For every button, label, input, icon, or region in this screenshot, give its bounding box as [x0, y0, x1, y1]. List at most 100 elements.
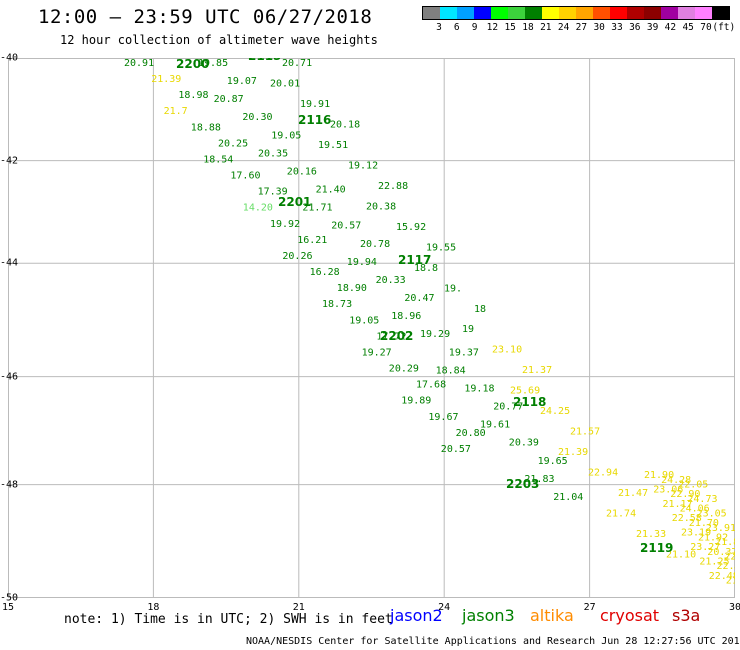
wave-height-value: 20.78: [360, 239, 390, 250]
wave-height-value: 18.54: [203, 155, 233, 166]
y-tick-label: -42: [0, 155, 19, 167]
scale-label: 70: [700, 22, 712, 33]
x-tick-label: 30: [728, 602, 740, 613]
scale-swatch: [525, 7, 542, 19]
wave-height-value: 20.57: [331, 221, 361, 232]
legend-item-jason3: jason3: [462, 606, 515, 625]
scale-label: 27: [575, 22, 588, 33]
wave-height-value: 20.39: [509, 438, 539, 449]
scale-swatch: [423, 7, 440, 19]
scale-label: (ft): [712, 22, 736, 33]
legend-item-s3a: s3a: [672, 606, 701, 625]
y-tick-label: -46: [0, 371, 19, 383]
wave-height-value: 16.21: [297, 235, 327, 246]
wave-height-value: 18.8: [414, 263, 438, 274]
wave-height-value: 19.91: [300, 99, 330, 110]
wave-height-value: 20.35: [258, 148, 288, 159]
scale-label: 12: [486, 22, 499, 33]
scale-label: 3: [436, 22, 442, 33]
scale-swatch: [508, 7, 525, 19]
wave-height-value: 22.88: [378, 181, 408, 192]
scale-swatch: [610, 7, 627, 19]
wave-height-value: 21.39: [151, 74, 181, 85]
scale-label: 33: [611, 22, 623, 33]
wave-height-value: 14.20: [243, 203, 273, 214]
wave-height-value: 19.05: [349, 315, 379, 326]
scale-swatch: [695, 7, 712, 19]
wave-height-value: 20.16: [287, 167, 317, 178]
y-tick-label: -40: [0, 52, 19, 64]
wave-height-value: 19: [462, 324, 474, 335]
y-tick-label: -48: [0, 479, 19, 491]
wave-height-value: 19.94: [347, 257, 377, 268]
wave-height-value: 21.10: [666, 550, 696, 561]
wave-height-value: 21.83: [524, 474, 554, 485]
pass-labels: 2115 2116 2117 2118 2119 2200 2201 2202 2203: [176, 58, 673, 555]
wave-height-value: 21.17: [663, 499, 693, 510]
wave-height-value: 22.37: [724, 552, 735, 563]
wave-height-value: 24.73: [687, 494, 717, 505]
scale-label: 18: [522, 22, 534, 33]
wave-height-value: 23.05: [697, 508, 727, 519]
scale-label: 15: [504, 22, 516, 33]
scale-swatch: [627, 7, 644, 19]
wave-height-value: 17.60: [230, 171, 260, 182]
altimeter-map: 20.91 21.39 18.98 21.718.88 20.25 18.54 17.60 1…: [8, 58, 735, 598]
scale-label: 6: [453, 22, 460, 33]
scale-swatch: [457, 7, 474, 19]
wave-height-value: 20.01: [270, 79, 300, 90]
wave-height-value: 24.28: [661, 475, 691, 486]
pass-label: 2117: [398, 253, 431, 267]
wave-height-value: 17.39: [258, 187, 288, 198]
wave-height-value: 21.74: [606, 509, 636, 520]
wave-height-value: 20.30: [242, 112, 272, 123]
scale-swatch: [593, 7, 610, 19]
wave-height-value: 20.37: [707, 547, 735, 558]
wave-height-value: 25.69: [510, 386, 540, 397]
wave-height-value: 21.06: [734, 566, 735, 577]
wave-height-value: 19.51: [318, 140, 348, 151]
x-tick-label: 24: [438, 602, 451, 613]
legend-item-cryosat: cryosat: [600, 606, 660, 625]
wave-height-value: 19.55: [426, 242, 456, 253]
wave-height-value: 20.25: [218, 138, 248, 149]
wave-height-value: 20.26: [282, 251, 312, 262]
wave-height-value: 21.39: [558, 447, 588, 458]
wave-height-value: 20.33: [376, 275, 406, 286]
wave-height-value: 21.89: [715, 537, 735, 548]
wave-height-value: 18.90: [337, 283, 367, 294]
wave-height-value: 20.80: [456, 428, 486, 439]
legend-item-jason2: jason2: [390, 606, 443, 625]
pass-label: 2115: [248, 58, 281, 63]
pass-label: 2118: [513, 395, 546, 409]
wave-height-value: 19.18: [464, 383, 494, 394]
wave-height-value: 22.90: [670, 489, 700, 500]
pass-label: 2203: [506, 477, 539, 491]
wave-height-value: 19.67: [428, 412, 458, 423]
wave-height-value: 22.94: [588, 468, 618, 479]
legend-item-altika: altika: [530, 606, 574, 625]
scale-swatch: [559, 7, 576, 19]
wave-height-value: 19.12: [348, 160, 378, 171]
wave-height-value: 20.87: [214, 94, 244, 105]
pass-label: 2200: [176, 58, 209, 71]
wave-height-value: 15.92: [396, 222, 426, 233]
wave-height-value: 20.29: [389, 364, 419, 375]
wave-height-value: 21.04: [553, 492, 583, 503]
wave-height-value: 20.77: [493, 402, 523, 413]
wave-height-value: 20.71: [282, 58, 312, 69]
wave-height-value: 18.96: [391, 311, 421, 322]
wave-height-value: 23.06: [653, 484, 683, 495]
wave-height-value: 22.58: [672, 513, 702, 524]
wave-height-value: 19.85: [198, 58, 228, 69]
scale-swatch: [440, 7, 457, 19]
scale-swatch: [712, 7, 729, 19]
wave-height-value: 21.71: [302, 203, 332, 214]
wave-height-value: 19.05: [271, 130, 301, 141]
wave-height-value: 20.91: [124, 58, 154, 69]
x-tick-label: 21: [292, 602, 305, 613]
pass-label: 2202: [380, 329, 413, 343]
wave-height-value: 21.25: [699, 556, 729, 567]
wave-height-value: 21.92: [698, 532, 728, 543]
wave-height-value: 17.72: [376, 331, 406, 342]
